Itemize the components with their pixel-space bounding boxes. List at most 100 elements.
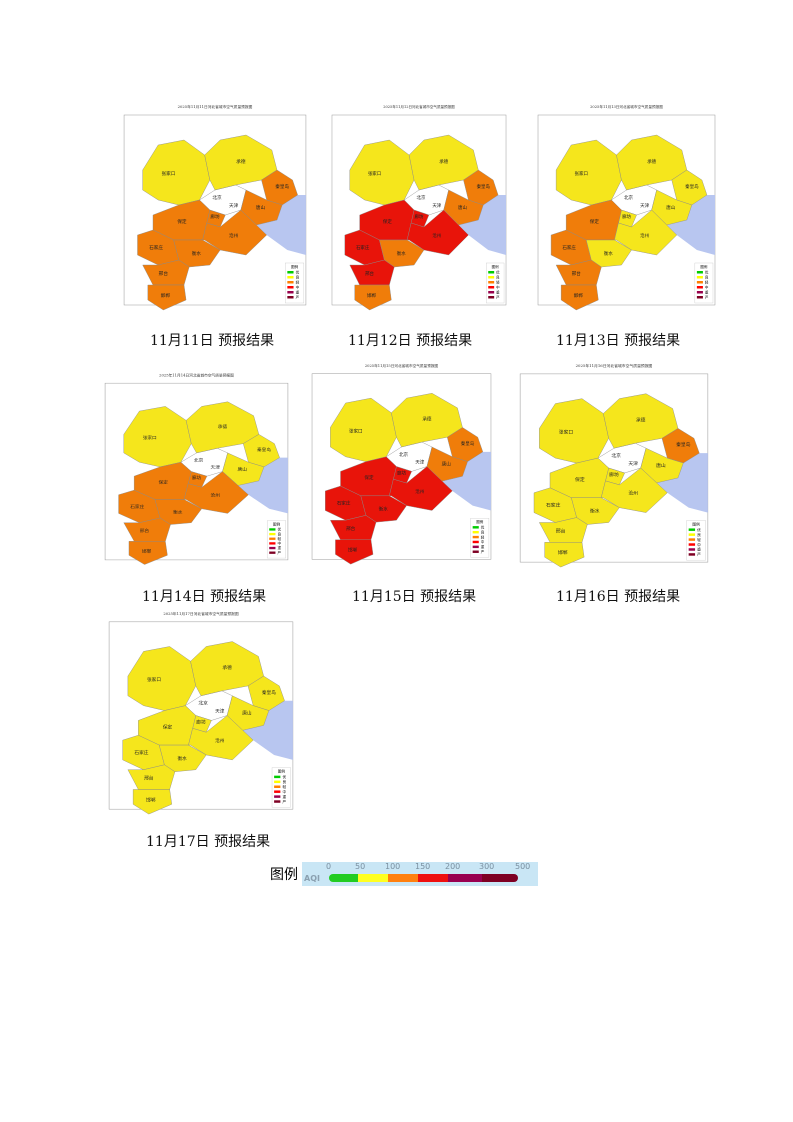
city-region: [127, 646, 196, 711]
legend-item-label: 轻: [705, 280, 709, 285]
city-region: [132, 789, 172, 815]
legend-swatch: [696, 276, 703, 279]
map-caption: 11月14日 预报结果: [142, 589, 267, 605]
legend-swatch: [274, 795, 281, 798]
city-region: [330, 397, 397, 462]
city-label: 沧州: [215, 737, 225, 744]
city-label: 石家庄: [134, 749, 149, 756]
legend-swatch: [472, 540, 479, 544]
legend-item-label: 优: [282, 774, 286, 779]
legend-item-label: 严: [296, 296, 300, 300]
city-label: 邢台: [365, 270, 374, 277]
city-label: 唐山: [666, 204, 676, 211]
legend-swatch: [287, 296, 294, 299]
legend-swatch: [287, 276, 294, 279]
legend-item-label: 严: [496, 295, 500, 299]
city-region: [349, 139, 415, 206]
city-label: 沧州: [640, 232, 650, 239]
legend-item-label: 中: [697, 542, 701, 547]
city-label: 衡水: [192, 250, 202, 257]
map-title: 2025年11月13日河北省城市空气质量预报图: [590, 104, 663, 109]
city-label: 廊坊: [622, 213, 632, 220]
city-label: 承德: [647, 158, 657, 165]
legend-item-label: 优: [278, 527, 282, 532]
sea-area: [656, 453, 708, 513]
legend-swatch: [696, 286, 703, 289]
city-label: 廊坊: [210, 213, 220, 220]
sea-area: [256, 195, 306, 255]
city-label: 承德: [422, 416, 432, 423]
map-title: 2025年11月14日河北省城市空气质量预报图: [159, 373, 234, 378]
legend-swatch: [269, 551, 276, 554]
aqi-tick-label: 500: [515, 862, 531, 871]
city-label: 邯郸: [574, 292, 584, 299]
aqi-tick-label: 150: [415, 862, 431, 871]
forecast-map: 2025年11月11日河北省城市空气质量预报图 张家口 承德 秦皇岛 唐山 廊坊 保定 石家庄…: [122, 103, 308, 318]
legend-item-label: 中: [705, 285, 709, 290]
city-region: [142, 139, 211, 206]
legend-item-label: 中: [481, 539, 485, 544]
city-label: 衡水: [178, 755, 188, 762]
city-region: [614, 209, 678, 256]
city-label: 保定: [575, 476, 585, 483]
legend-swatch: [287, 286, 294, 289]
city-region: [335, 539, 374, 565]
city-label: 衡水: [173, 509, 183, 516]
legend-item-label: 良: [697, 532, 701, 537]
city-region: [406, 209, 469, 256]
city-region: [555, 139, 622, 206]
legend-item-label: 中: [282, 789, 286, 794]
beijing-label: 北京: [198, 700, 208, 707]
legend-swatch: [274, 790, 281, 793]
city-label: 承德: [439, 158, 448, 165]
aqi-tick-label: 200: [445, 862, 461, 871]
legend-swatch: [269, 537, 276, 540]
map-title: 2025年11月15日河北省城市空气质量预报图: [365, 363, 439, 368]
legend-swatch: [696, 291, 703, 294]
city-label: 唐山: [238, 466, 247, 473]
legend-item-label: 重: [278, 545, 282, 550]
city-label: 邯郸: [558, 549, 568, 556]
city-region: [128, 541, 168, 565]
svg-text:图例: 图例: [492, 264, 499, 269]
tianjin-label: 天津: [229, 202, 239, 209]
tianjin-label: 天津: [640, 202, 650, 209]
svg-text:图例: 图例: [291, 264, 299, 269]
city-label: 廊坊: [415, 213, 424, 220]
legend-swatch: [472, 530, 479, 534]
city-label: 张家口: [162, 170, 176, 177]
legend-swatch: [472, 526, 479, 529]
beijing-label: 北京: [212, 194, 222, 201]
aqi-tick-label: 300: [479, 862, 495, 871]
legend-item-label: 优: [697, 527, 701, 532]
tianjin-label: 天津: [211, 464, 221, 471]
legend-item-label: 优: [481, 525, 485, 530]
aqi-color-segment: [448, 874, 482, 882]
legend-item-label: 良: [278, 531, 282, 536]
city-label: 唐山: [656, 462, 666, 469]
city-region: [600, 467, 668, 513]
legend-swatch: [274, 780, 281, 784]
map-title: 2025年11月11日河北省城市空气质量预报图: [178, 104, 253, 109]
legend-item-label: 轻: [282, 784, 286, 789]
city-region: [147, 284, 187, 311]
map-caption: 11月17日 预报结果: [146, 834, 271, 850]
beijing-label: 北京: [417, 194, 426, 201]
aqi-color-bar: AQI 0 50 100 150 200 300 500: [302, 862, 538, 886]
city-label: 张家口: [143, 434, 157, 441]
legend-item-label: 优: [296, 270, 300, 275]
legend-swatch: [696, 281, 703, 284]
city-label: 沧州: [432, 232, 441, 239]
city-label: 衡水: [604, 250, 614, 257]
city-label: 邢台: [140, 527, 150, 534]
forecast-map: 2025年11月14日河北省城市空气质量预报图 张家口 承德 秦皇岛 唐山 廊坊 保定 石家庄…: [103, 372, 290, 572]
map-title: 2025年11月17日河北省城市空气质量预报图: [163, 611, 239, 616]
city-label: 秦皇岛: [461, 440, 475, 447]
city-label: 邢台: [572, 270, 582, 277]
sea-area: [458, 195, 507, 255]
beijing-label: 北京: [624, 194, 634, 201]
